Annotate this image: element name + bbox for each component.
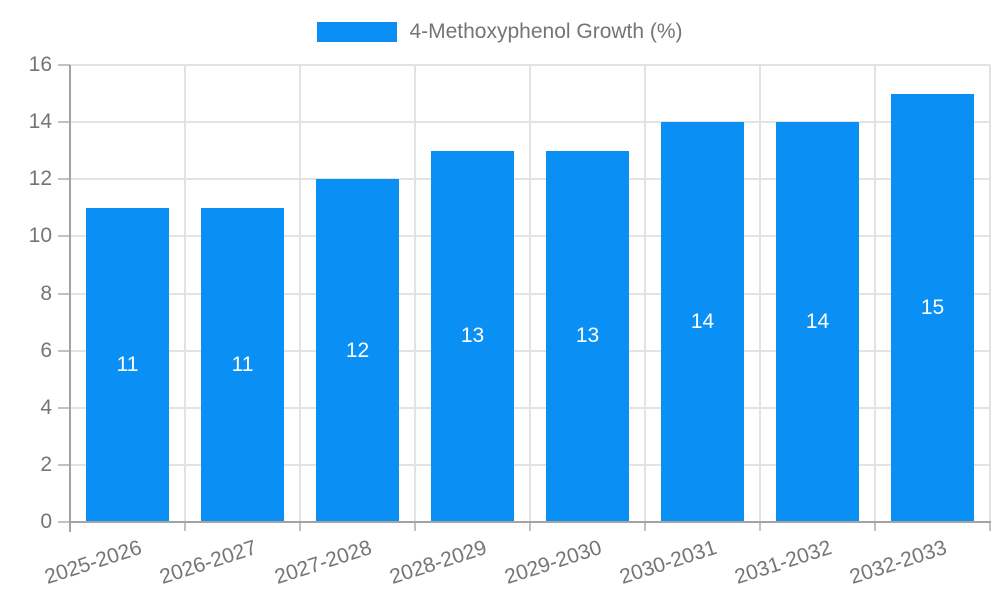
bar-value-label: 15 (920, 295, 945, 319)
y-axis-tick-label: 2 (40, 452, 52, 476)
bar-value-label: 13 (460, 324, 485, 348)
gridline-vertical (529, 65, 531, 522)
y-axis-tick-mark (58, 521, 70, 523)
x-axis-tick-label: 2027-2028 (271, 536, 375, 589)
gridline-vertical (414, 65, 416, 522)
y-axis-tick-label: 8 (40, 281, 52, 305)
x-axis-tick-label: 2025-2026 (41, 536, 145, 589)
bar: 13 (431, 150, 514, 522)
bar: 15 (891, 93, 974, 522)
y-axis-tick-mark (58, 235, 70, 238)
bar: 12 (316, 179, 399, 522)
y-axis-tick-label: 0 (40, 510, 52, 533)
x-axis-tick-label: 2026-2027 (156, 536, 260, 589)
y-axis-tick-mark (58, 64, 70, 66)
bar: 13 (546, 150, 629, 522)
bar: 11 (86, 207, 169, 522)
y-axis-tick-mark (58, 406, 70, 409)
gridline-vertical (184, 65, 186, 522)
x-axis-tick-label: 2031-2032 (731, 536, 835, 589)
bar-value-label: 12 (345, 338, 370, 362)
x-axis-tick-label: 2028-2029 (386, 536, 490, 589)
x-axis-tick-mark (989, 522, 991, 531)
bar: 14 (661, 122, 744, 522)
x-axis-tick-mark (299, 522, 301, 531)
x-axis-tick-mark (644, 522, 646, 531)
x-axis-tick-mark (529, 522, 531, 531)
y-axis-tick-mark (58, 121, 70, 124)
gridline-vertical (989, 65, 991, 522)
x-axis-tick-mark (759, 522, 761, 531)
gridline-vertical (644, 65, 646, 522)
x-axis-tick-mark (414, 522, 416, 531)
bar-value-label: 14 (690, 310, 715, 334)
x-axis-tick-label: 2032-2033 (846, 536, 950, 589)
y-axis-tick-mark (58, 349, 70, 352)
gridline-vertical (874, 65, 876, 522)
gridline-vertical (299, 65, 301, 522)
legend-label: 4-Methoxyphenol Growth (%) (409, 20, 683, 43)
x-axis-tick-label: 2029-2030 (501, 536, 605, 589)
y-axis-tick-mark (58, 178, 70, 181)
x-axis-tick-label: 2030-2031 (616, 536, 720, 589)
x-axis-tick-mark (874, 522, 876, 531)
y-axis-tick-label: 16 (28, 53, 52, 76)
bar: 11 (201, 207, 284, 522)
bar: 14 (776, 122, 859, 522)
y-axis-tick-label: 10 (28, 224, 52, 248)
y-axis-tick-label: 6 (40, 338, 52, 362)
chart-legend[interactable]: 4-Methoxyphenol Growth (%) (0, 20, 1000, 44)
bar-value-label: 13 (575, 324, 600, 348)
bar-value-label: 11 (116, 352, 139, 376)
y-axis-tick-mark (58, 292, 70, 295)
y-axis-tick-label: 4 (40, 395, 52, 419)
plot-area: 0 2 4 6 8 10 12 14 16 11 11 12 13 13 14 14 15 2025-2026 20… (29, 53, 991, 589)
legend-swatch-icon (317, 22, 398, 42)
gridline-vertical (759, 65, 761, 522)
x-axis-tick-mark (184, 522, 186, 531)
y-axis-line (69, 65, 71, 532)
bar-value-label: 14 (805, 310, 830, 334)
x-axis-line (69, 521, 991, 523)
y-axis-tick-label: 14 (28, 110, 52, 134)
y-axis-tick-mark (58, 463, 70, 466)
y-axis-tick-label: 12 (28, 167, 52, 191)
bar-value-label: 11 (231, 352, 254, 376)
